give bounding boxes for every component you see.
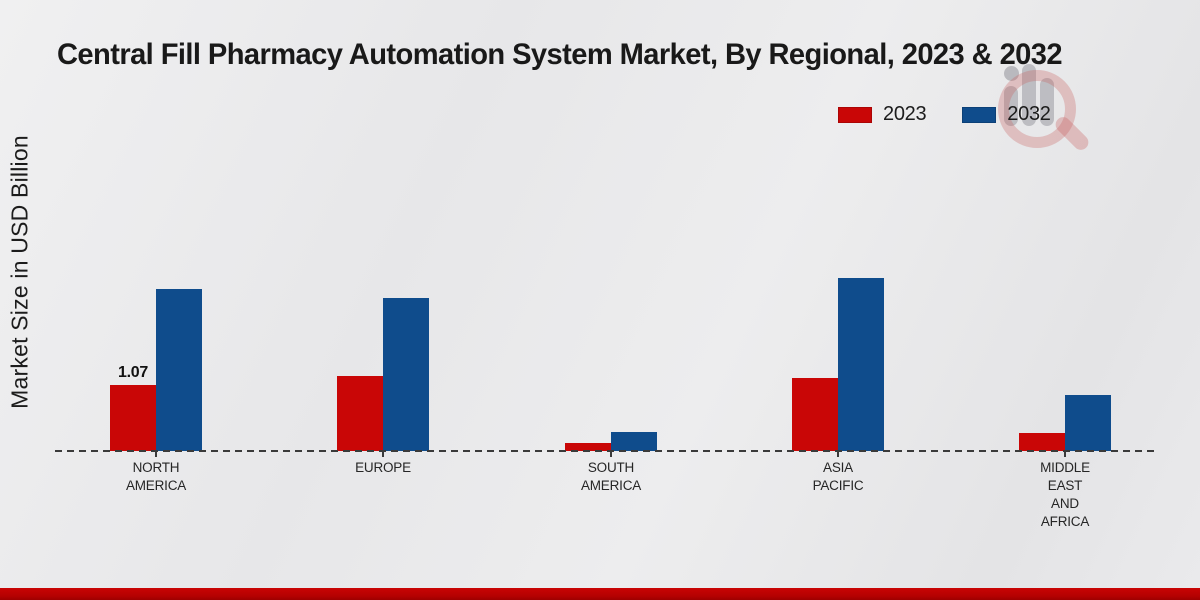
bar-2032-asia-pacific — [838, 278, 884, 451]
bar-value-label: 1.07 — [118, 364, 148, 381]
x-axis-tick-south-america — [610, 452, 612, 457]
legend-label-2023: 2023 — [883, 103, 927, 125]
bar-2032-north-america — [156, 289, 202, 451]
chart-title: Central Fill Pharmacy Automation System … — [57, 38, 1063, 71]
bar-2023-europe — [337, 376, 383, 451]
bar-2023-south-america — [565, 443, 611, 451]
x-axis-label-asia-pacific: ASIA PACIFIC — [812, 460, 864, 493]
x-axis-label-north-america: NORTH AMERICA — [125, 460, 187, 493]
bar-2032-middle-east-and-africa — [1065, 395, 1111, 451]
bar-2023-asia-pacific — [792, 378, 838, 451]
bar-2032-europe — [383, 298, 429, 451]
legend-swatch-2023 — [838, 106, 872, 123]
legend-item-2023: 2023 — [838, 103, 927, 126]
legend: 2023 2032 — [838, 103, 1051, 126]
x-axis-label-middle-east-and-africa: MIDDLE EAST AND AFRICA — [1040, 460, 1090, 529]
x-axis-label-europe: EUROPE — [355, 460, 411, 475]
x-axis-label-south-america: SOUTH AMERICA — [580, 460, 642, 493]
bottom-red-band — [0, 588, 1200, 600]
x-axis-tick-europe — [382, 452, 384, 457]
x-axis-tick-middle-east-and-africa — [1064, 452, 1066, 457]
bar-2023-middle-east-and-africa — [1019, 433, 1065, 451]
x-axis-tick-asia-pacific — [837, 452, 839, 457]
legend-item-2032: 2032 — [962, 103, 1051, 126]
bar-2023-north-america — [110, 385, 156, 451]
x-axis-baseline — [55, 450, 1158, 452]
bar-2032-south-america — [611, 432, 657, 451]
x-axis-tick-north-america — [155, 452, 157, 457]
legend-label-2032: 2032 — [1007, 103, 1051, 125]
legend-swatch-2032 — [962, 106, 997, 123]
